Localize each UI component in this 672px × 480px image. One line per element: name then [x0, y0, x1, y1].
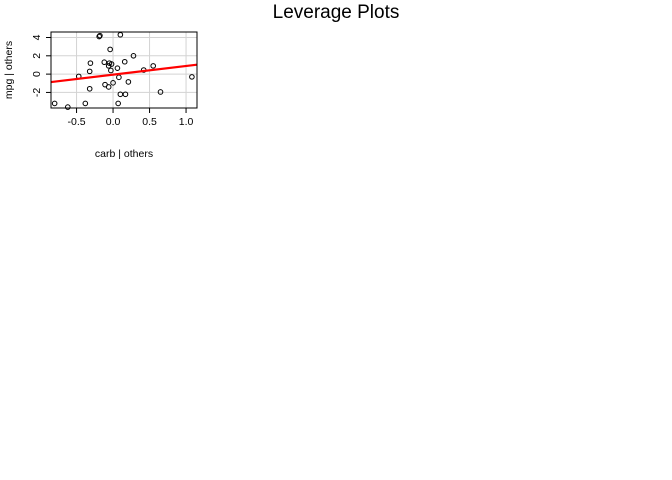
y-tick-label: -2: [31, 88, 43, 97]
data-point: [105, 84, 112, 90]
data-point: [115, 100, 121, 107]
data-point: [86, 85, 93, 92]
data-point: [97, 32, 103, 39]
data-point: [117, 91, 124, 98]
data-point: [150, 63, 156, 69]
data-point: [130, 53, 137, 59]
data-point: [96, 33, 102, 40]
data-point: [116, 74, 122, 81]
data-point: [101, 59, 108, 66]
data-point: [82, 100, 89, 107]
x-axis: -0.5 0.0 0.5 1.0: [68, 107, 194, 128]
data-point: [87, 60, 94, 66]
plot-panel: [50, 31, 198, 110]
y-axis-label: mpg | others: [3, 41, 15, 99]
x-tick-label: 0.5: [142, 116, 157, 128]
data-point: [117, 31, 124, 38]
data-point: [105, 63, 112, 69]
x-tick-label: 0.0: [106, 116, 121, 128]
y-tick-label: 2: [31, 53, 43, 59]
data-point: [51, 100, 58, 107]
data-points: [51, 31, 195, 110]
data-point: [107, 46, 113, 53]
data-point: [157, 89, 164, 95]
data-point: [114, 65, 121, 71]
chart-title: Leverage Plots: [273, 2, 400, 23]
y-tick-label: 0: [31, 71, 43, 77]
x-axis-label: carb | others: [95, 148, 153, 160]
data-point: [121, 58, 128, 65]
data-point: [110, 80, 116, 86]
x-tick-label: 1.0: [179, 116, 194, 128]
y-tick-label: 4: [31, 34, 43, 40]
data-point: [108, 67, 114, 74]
data-point: [122, 91, 129, 98]
x-tick-label: -0.5: [68, 116, 86, 128]
data-point: [64, 104, 71, 110]
regression-line: [50, 63, 198, 84]
data-point: [86, 68, 93, 75]
data-point: [189, 74, 195, 80]
data-point: [125, 79, 132, 85]
y-axis: -2 0 2 4: [31, 34, 52, 97]
